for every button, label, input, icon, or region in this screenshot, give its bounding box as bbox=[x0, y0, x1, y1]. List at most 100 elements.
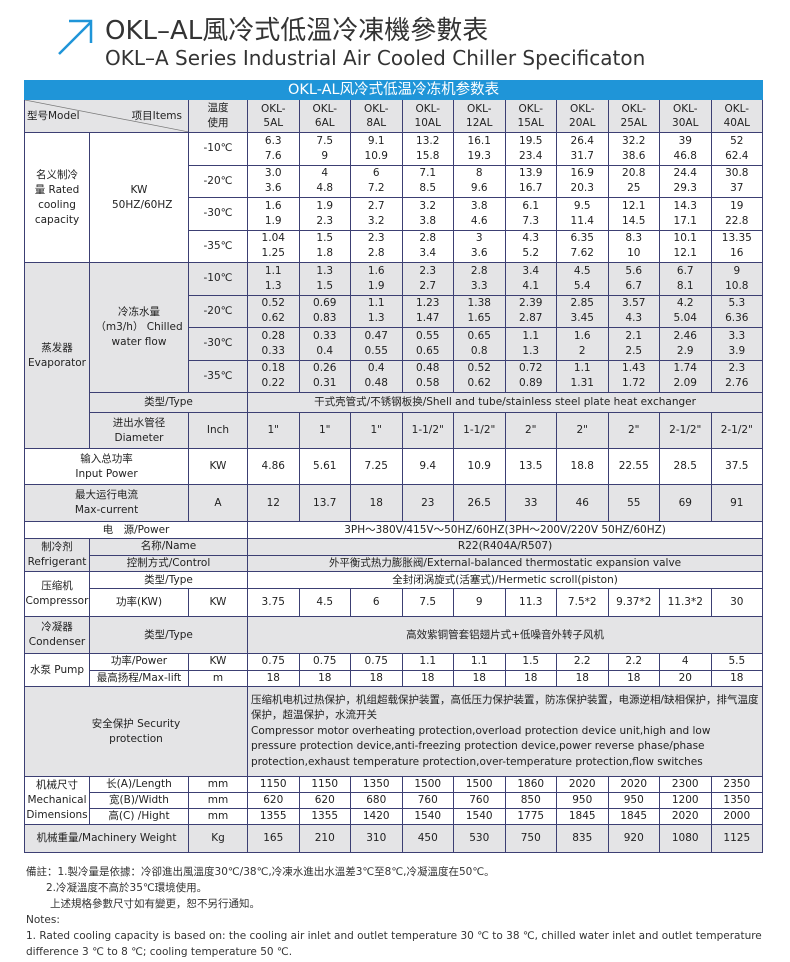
value-60hz: 7.6 bbox=[264, 149, 282, 162]
value-cell: 18 bbox=[556, 669, 609, 687]
table-row: OKL-AL风冷式低温冷冻机参数表 bbox=[23, 80, 764, 100]
value-60hz: 0.89 bbox=[519, 377, 543, 390]
table-cell: KW bbox=[188, 448, 248, 485]
value-cell: 1.1 1.3 bbox=[504, 327, 557, 361]
value-50hz: 4.5 bbox=[573, 264, 591, 277]
value-cell: 6.35 7.62 bbox=[556, 229, 609, 263]
notes: 備註：1.製冷量是依據：冷卻進出風溫度30℃/38℃,冷凍水進出水溫差3℃至8℃… bbox=[26, 864, 762, 960]
value-60hz: 11.4 bbox=[570, 214, 594, 227]
table-row: -20℃ 3.0 3.6 4 4.8 6 7.2 7.1 8.5 8 9.6 13.9 16.7 16.9… bbox=[25, 164, 764, 198]
value-cell: 1.23 1.47 bbox=[401, 294, 454, 328]
value-cell: 4.3 5.2 bbox=[504, 229, 557, 263]
value-cell: 3.8 4.6 bbox=[453, 197, 506, 231]
value-cell: 1.1 bbox=[401, 653, 454, 671]
value-50hz: 6.3 bbox=[264, 134, 282, 147]
header-model-col: OKL-25AL bbox=[607, 99, 660, 133]
value-cell: 0.75 bbox=[350, 653, 403, 671]
value-cell: 20 bbox=[659, 669, 712, 687]
value-50hz: 3.3 bbox=[728, 329, 746, 342]
value-60hz: 37 bbox=[730, 182, 744, 195]
value-60hz: 46.8 bbox=[673, 149, 697, 162]
value-60hz: 0.62 bbox=[467, 377, 491, 390]
value-cell: 28.5 bbox=[659, 448, 712, 485]
value-cell: 5.5 bbox=[710, 653, 764, 671]
value-cell: 3 3.6 bbox=[453, 229, 506, 263]
value-cell: 16.1 19.3 bbox=[453, 132, 506, 166]
value-cell: 14.3 17.1 bbox=[659, 197, 712, 231]
page-title: OKL–AL風冷式低溫冷凍機參數表 bbox=[105, 16, 489, 46]
temp-cell: -35℃ bbox=[188, 229, 248, 263]
value-cell: 1.1 bbox=[453, 653, 506, 671]
value-cell: 1.1 1.31 bbox=[556, 359, 609, 393]
value-50hz: 1.74 bbox=[673, 362, 697, 375]
value-60hz: 15.8 bbox=[416, 149, 440, 162]
value-cell: 620 bbox=[247, 792, 300, 809]
value-cell: 1" bbox=[298, 412, 351, 449]
value-cell: 2020 bbox=[659, 808, 712, 825]
value-cell: 4 bbox=[659, 653, 712, 671]
value-cell: 5.61 bbox=[298, 448, 351, 485]
value-cell: 1.1 1.3 bbox=[350, 294, 403, 328]
value-50hz: 2.7 bbox=[367, 199, 385, 212]
value-cell: 1-1/2" bbox=[453, 412, 506, 449]
header-model-col: OKL-10AL bbox=[401, 99, 454, 133]
value-60hz: 0.55 bbox=[364, 344, 388, 357]
value-50hz: 8 bbox=[475, 167, 483, 180]
value-cell: 26.5 bbox=[453, 484, 506, 522]
value-cell: 11.3*2 bbox=[659, 588, 712, 617]
value-50hz: 0.26 bbox=[313, 362, 337, 375]
value-50hz: 1.5 bbox=[316, 232, 334, 245]
value-cell: 620 bbox=[298, 792, 351, 809]
value-cell: 0.47 0.55 bbox=[350, 327, 403, 361]
value-50hz: 32.2 bbox=[622, 134, 646, 147]
header-model-col: OKL-12AL bbox=[453, 99, 506, 133]
header-temp: 温度使用 bbox=[188, 99, 248, 133]
temp-cell: -10℃ bbox=[188, 132, 248, 166]
value-60hz: 2.3 bbox=[316, 214, 334, 227]
security-en: Compressor motor overheating protection,… bbox=[251, 724, 711, 768]
table-cell: 宽(B)/Width bbox=[89, 792, 189, 809]
value-cell: 18 bbox=[453, 669, 506, 687]
value-cell: 1.43 1.72 bbox=[607, 359, 660, 393]
table-cell: KW bbox=[188, 588, 248, 617]
value-cell: 1" bbox=[350, 412, 403, 449]
value-60hz: 17.1 bbox=[673, 214, 697, 227]
value-50hz: 0.4 bbox=[367, 362, 385, 375]
value-cell: 2.8 3.3 bbox=[453, 262, 506, 296]
value-cell: 3.4 4.1 bbox=[504, 262, 557, 296]
value-50hz: 3.8 bbox=[470, 199, 488, 212]
value-60hz: 0.65 bbox=[416, 344, 440, 357]
value-cell: 165 bbox=[247, 824, 300, 853]
value-50hz: 2.1 bbox=[625, 329, 643, 342]
value-50hz: 2.3 bbox=[367, 232, 385, 245]
note-cn-1: 備註：1.製冷量是依據：冷卻進出風溫度30℃/38℃,冷凍水進出水溫差3℃至8℃… bbox=[26, 866, 495, 878]
value-50hz: 3.0 bbox=[264, 167, 282, 180]
table-cell: 干式壳管式/不锈钢板换/Shell and tube/stainless ste… bbox=[246, 392, 764, 413]
note-en-1: 1. Rated cooling capacity is based on: t… bbox=[26, 930, 762, 942]
value-cell: 18 bbox=[607, 669, 660, 687]
value-60hz: 0.83 bbox=[313, 312, 337, 325]
value-60hz: 2.7 bbox=[419, 279, 437, 292]
value-60hz: 38.6 bbox=[622, 149, 646, 162]
value-cell: 6.7 8.1 bbox=[659, 262, 712, 296]
value-50hz: 2.46 bbox=[673, 329, 697, 342]
value-cell: 2.3 2.8 bbox=[350, 229, 403, 263]
value-cell: 7.5 9 bbox=[298, 132, 351, 166]
value-50hz: 52 bbox=[730, 134, 744, 147]
value-cell: 1.6 2 bbox=[556, 327, 609, 361]
table-row: 压缩机 Compressor 类型/Type 全封闭涡旋式(活塞式)/Hermeti… bbox=[24, 571, 764, 617]
value-50hz: 7.1 bbox=[419, 167, 437, 180]
value-cell: 20.8 25 bbox=[607, 164, 660, 198]
value-cell: 3.0 3.6 bbox=[247, 164, 300, 198]
value-60hz: 62.4 bbox=[725, 149, 749, 162]
value-cell: 9.4 bbox=[401, 448, 454, 485]
value-50hz: 0.47 bbox=[364, 329, 388, 342]
value-50hz: 0.33 bbox=[313, 329, 337, 342]
page-subtitle: OKL–A Series Industrial Air Cooled Chill… bbox=[105, 46, 646, 70]
value-50hz: 19 bbox=[730, 199, 744, 212]
value-50hz: 1.6 bbox=[264, 199, 282, 212]
value-cell: 0.48 0.58 bbox=[401, 359, 454, 393]
value-cell: 1845 bbox=[607, 808, 660, 825]
value-cell: 13.2 15.8 bbox=[401, 132, 454, 166]
table-row: 水泵 Pump 功率/Power KW 0.75 0.75 0.75 1.1 1.1 1.5 2.… bbox=[24, 653, 764, 687]
